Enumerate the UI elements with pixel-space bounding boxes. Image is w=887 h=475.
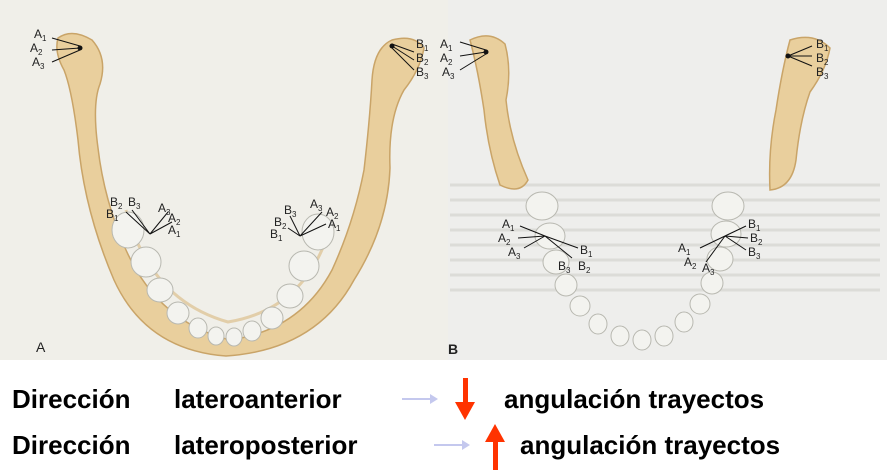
blue-arrow-right-icon [434,440,470,450]
svg-text:B3: B3 [558,259,571,275]
svg-text:A2: A2 [440,51,453,67]
svg-text:A2: A2 [684,255,697,271]
blue-arrow-right-icon [402,394,438,404]
svg-text:A3: A3 [442,65,455,81]
caption-row-lateroposterior: Dirección lateroposterior angulación tra… [0,422,887,472]
caption-direction-type: lateroanterior [174,384,342,414]
svg-text:A2: A2 [168,211,181,227]
svg-text:A3: A3 [158,201,171,217]
labels-a-right-condyle: B1 B2 B3 [416,37,429,81]
caption-result: angulación trayectos [504,384,765,414]
svg-text:B2: B2 [274,215,287,231]
svg-text:A1: A1 [168,223,181,239]
vector-origin-dots [77,43,791,59]
labels-a-right-molar: B3 B2 B1 A3 A2 A1 [270,197,341,243]
panel-a-mandible [56,32,425,357]
svg-text:B1: B1 [416,37,429,53]
svg-text:A1: A1 [34,27,47,43]
caption-direction-type: lateroposterior [174,430,358,460]
background-text-lines [450,183,880,292]
svg-text:B1: B1 [816,37,829,53]
panel-b-letter: B [448,341,458,357]
svg-text:B3: B3 [284,203,297,219]
svg-text:B2: B2 [750,231,763,247]
svg-text:B2: B2 [416,51,429,67]
svg-text:B1: B1 [748,217,761,233]
svg-text:B2: B2 [816,51,829,67]
svg-text:B1: B1 [270,227,283,243]
svg-text:A3: A3 [310,197,323,213]
svg-text:B1: B1 [106,207,119,223]
caption-direction-word: Dirección [12,384,131,414]
panel-b-teeth [525,191,745,351]
svg-text:A2: A2 [326,205,339,221]
labels-b-right-molar: B1 B2 B3 A1 A2 A3 [678,217,763,277]
panel-b-left-ramus [469,35,529,190]
panel-a-letter: A [36,339,46,355]
labels-a-left-molar: B2 B3 B1 A3 A2 A1 [106,195,181,239]
panel-a-mandible-bone [56,32,425,357]
svg-text:A1: A1 [440,37,453,53]
labels-b-right-condyle: B1 B2 B3 [816,37,829,81]
labels-a-left-condyle: A1 A2 A3 [30,27,47,71]
svg-text:B2: B2 [578,259,591,275]
mandible-figure: A1 A2 A3 B1 B2 B3 B2 B3 B1 A3 A2 A1 B3 B… [0,0,887,360]
svg-text:A3: A3 [702,261,715,277]
panel-b-mandible [469,35,831,351]
red-arrow-up-icon [485,424,505,470]
svg-text:B3: B3 [748,245,761,261]
svg-text:A1: A1 [502,217,515,233]
svg-text:A2: A2 [30,41,43,57]
labels-b-left-condyle: A1 A2 A3 [440,37,455,81]
svg-text:B3: B3 [416,65,429,81]
svg-text:A3: A3 [32,55,45,71]
svg-text:A3: A3 [508,245,521,261]
red-arrow-down-icon [455,378,475,420]
svg-text:B1: B1 [580,243,593,259]
caption-result: angulación trayectos [520,430,781,460]
caption-row-lateroanterior: Dirección lateroanterior angulación tray… [0,376,887,426]
labels-b-left-molar: A1 A2 A3 B1 B3 B2 [498,217,593,275]
svg-text:B3: B3 [816,65,829,81]
svg-text:A1: A1 [678,241,691,257]
trajectory-vectors [51,37,813,263]
svg-text:A1: A1 [328,217,341,233]
svg-text:B2: B2 [110,195,123,211]
panel-b-right-ramus [768,36,831,191]
caption-direction-word: Dirección [12,430,131,460]
panel-a-teeth [111,211,335,347]
svg-text:A2: A2 [498,231,511,247]
svg-text:B3: B3 [128,195,141,211]
